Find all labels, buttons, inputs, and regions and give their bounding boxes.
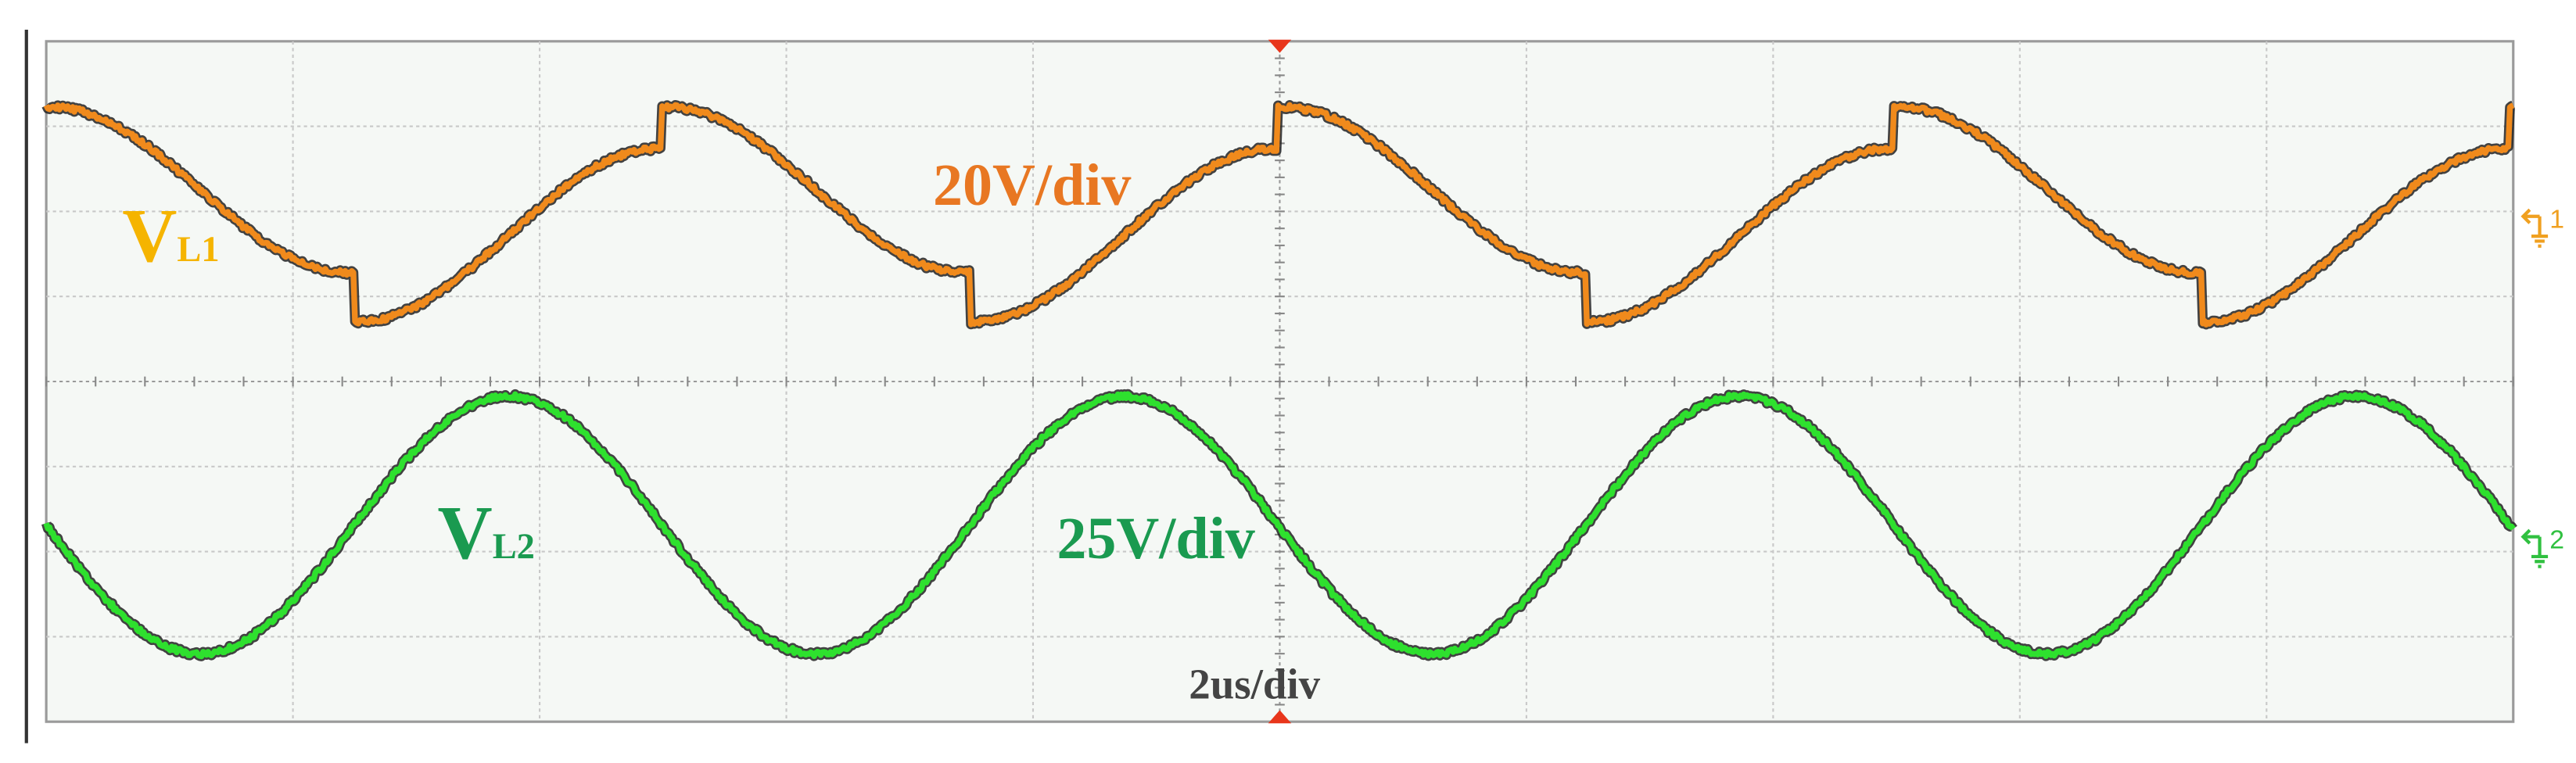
trace-1-subscript: L1: [177, 230, 219, 270]
page: {"traces": [ {"label": "V", "subscript":…: [0, 0, 2576, 763]
trace-1-scale: 20V/div: [933, 152, 1132, 218]
oscilloscope-screen: VL1 20V/div VL2 25V/div 2us/div 1 2: [0, 0, 2576, 763]
timebase: 2us/div: [1189, 661, 1320, 708]
trace-2-subscript: L2: [493, 527, 535, 567]
channel-number: 2: [2549, 525, 2564, 554]
trace-2-symbol: V: [438, 491, 493, 575]
channel-number: 1: [2549, 205, 2564, 235]
trace-2-scale: 25V/div: [1057, 506, 1255, 571]
trace-1-symbol: V: [122, 194, 177, 278]
